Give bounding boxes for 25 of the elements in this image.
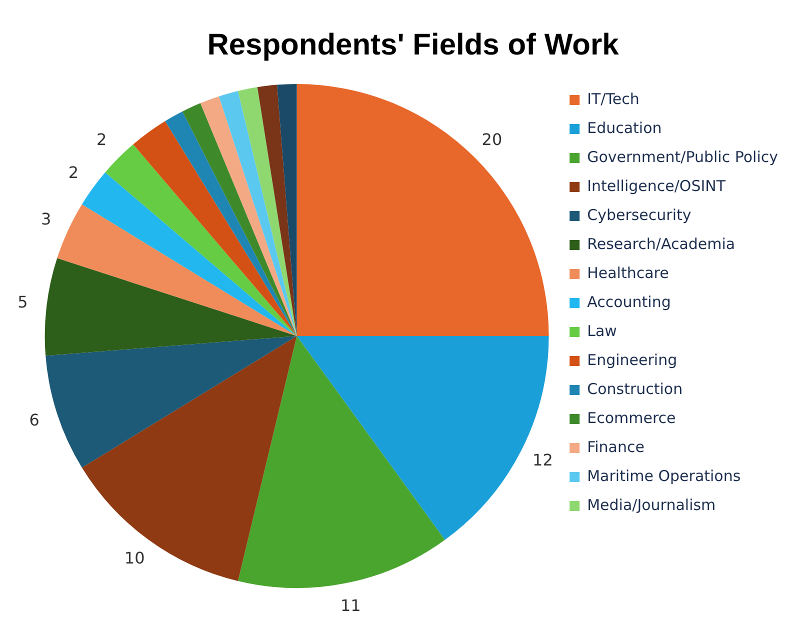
legend-label: Engineering [587,350,678,369]
data-label: 5 [18,292,28,312]
data-label: 2 [68,162,79,182]
legend-label: Law [587,322,617,340]
legend-label: Research/Academia [587,234,736,253]
legend-label: Ecommerce [587,408,676,427]
legend-label: Construction [587,380,683,398]
legend-label: Government/Public Policy [587,148,778,166]
data-label: 20 [482,130,502,149]
legend-label: Intelligence/OSINT [587,176,726,195]
legend-label: Media/Journalism [587,496,716,514]
data-label: 11 [340,596,361,615]
data-label: 2 [96,130,107,149]
legend-label: Healthcare [587,264,669,282]
legend-label: IT/Tech [587,90,640,108]
data-label: 10 [124,548,145,568]
data-label: 6 [29,410,40,430]
data-label: 3 [41,210,52,229]
legend-label: Education [587,118,662,137]
chart-title: Respondents' Fields of Work [207,28,620,62]
data-label: 12 [532,450,553,470]
legend-label: Finance [587,438,644,456]
legend-label: Accounting [587,292,671,311]
legend-label: Cybersecurity [587,206,692,224]
legend-label: Maritime Operations [587,466,741,485]
